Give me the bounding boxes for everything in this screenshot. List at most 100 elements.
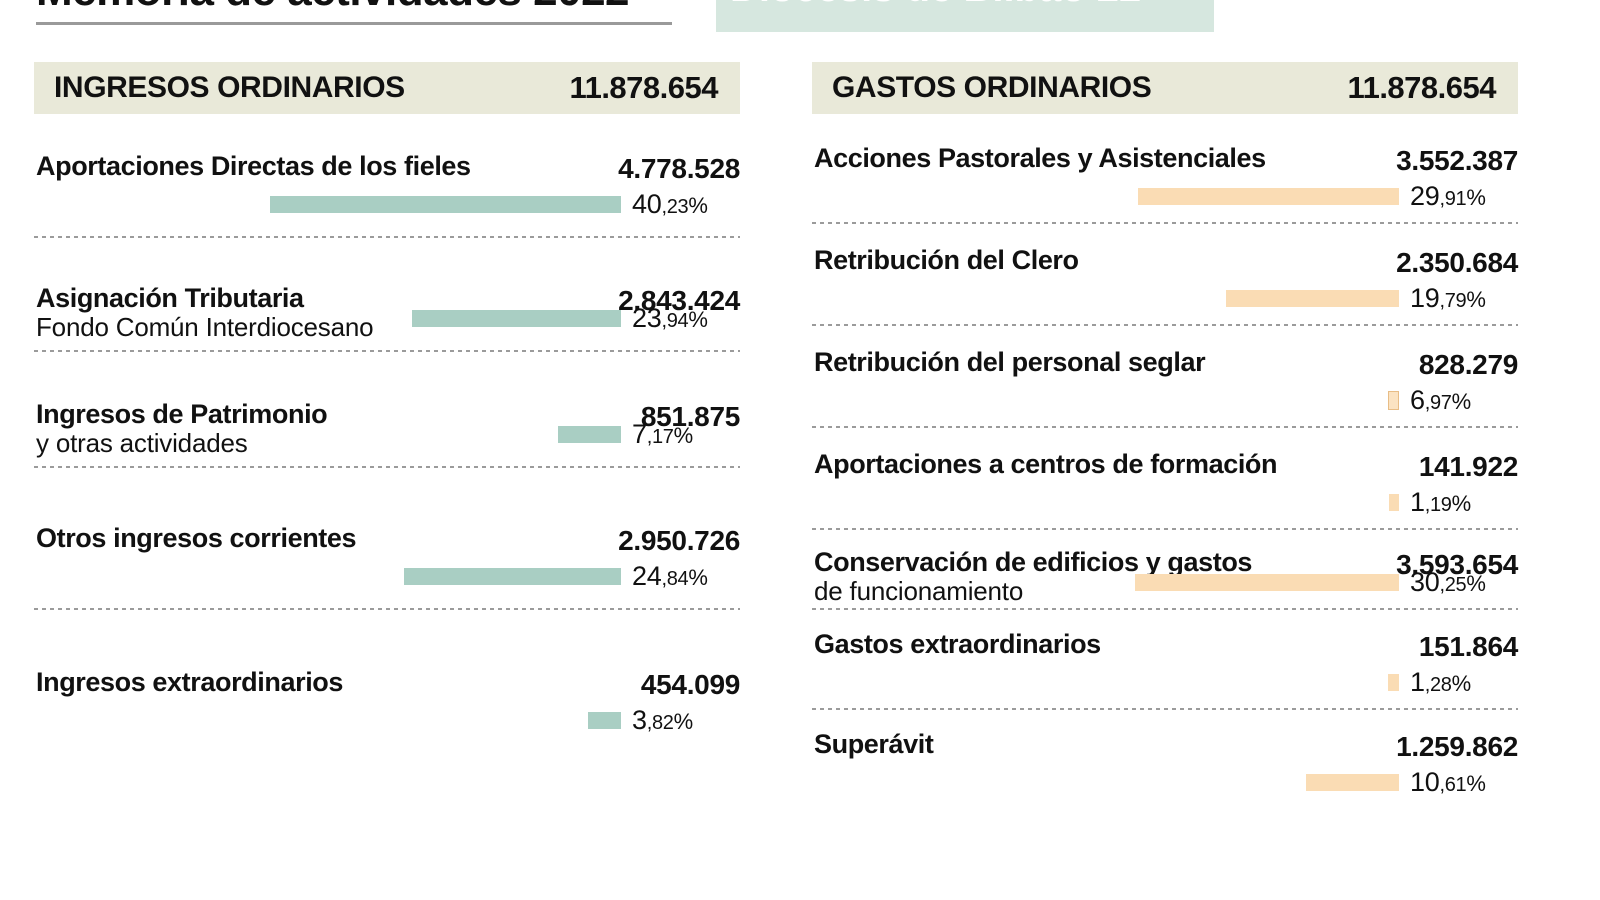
row-percentage: 23,94% xyxy=(632,303,708,334)
row-amount: 141.922 xyxy=(1418,451,1518,482)
row-header: Gastos extraordinarios 151.864 xyxy=(814,630,1518,663)
row-separator xyxy=(812,608,1518,611)
table-row: Conservación de edificios y gastos de fun… xyxy=(812,530,1518,608)
row-amount: 1.259.862 xyxy=(1396,731,1518,763)
row-bar xyxy=(1389,494,1399,511)
row-percentage: 19,79% xyxy=(1410,283,1486,313)
row-header: Aportaciones a centros de formación 141.9… xyxy=(814,449,1518,483)
row-separator xyxy=(34,608,740,611)
row-bar xyxy=(1388,674,1399,692)
row-percentage: 40,23% xyxy=(632,189,708,219)
row-label: Retribución del Clero xyxy=(814,245,1079,275)
row-header: Acciones Pastorales y Asistenciales 3.552… xyxy=(814,143,1518,177)
row-label: Superávit xyxy=(814,729,934,760)
row-header: Retribución del Clero 2.350.684 xyxy=(814,245,1518,279)
row-label: Gastos extraordinarios xyxy=(814,629,1101,660)
row-bar xyxy=(412,310,621,328)
row-bar-line: 3,82% xyxy=(36,705,740,736)
row-label: Otros ingresos corrientes xyxy=(36,523,357,554)
row-percentage: 30,25% xyxy=(1410,567,1486,598)
row-header: Conservación de edificios y gastos de fun… xyxy=(814,547,1518,607)
row-separator xyxy=(34,466,740,469)
row-bar-line: 23,94% xyxy=(36,303,740,334)
row-header: Aportaciones Directas de los fieles 4.778… xyxy=(36,151,740,185)
income-rows: Aportaciones Directas de los fieles 4.778… xyxy=(34,114,740,746)
income-header-title: INGRESOS ORDINARIOS xyxy=(54,71,405,104)
row-amount: 3.593.654 xyxy=(1396,549,1518,580)
expenses-header-title: GASTOS ORDINARIOS xyxy=(832,71,1152,104)
row-percentage: 3,82% xyxy=(632,705,693,736)
row-separator xyxy=(812,708,1518,711)
masthead: Memoria de actividades 2022 Diócesis de … xyxy=(0,0,1600,46)
row-separator xyxy=(812,324,1518,326)
row-header: Ingresos extraordinarios 454.099 xyxy=(36,668,740,701)
row-amount: 851.875 xyxy=(640,401,740,433)
table-row: Gastos extraordinarios 151.864 1,28% xyxy=(812,610,1518,708)
row-percentage: 6,97% xyxy=(1410,385,1471,415)
row-amount: 4.778.528 xyxy=(618,153,740,184)
row-label: Retribución del personal seglar xyxy=(814,347,1206,377)
row-bar-line: 1,19% xyxy=(814,487,1518,518)
row-percentage: 24,84% xyxy=(632,561,708,592)
income-header-band: INGRESOS ORDINARIOS 11.878.654 xyxy=(34,62,740,114)
row-bar xyxy=(404,568,621,586)
row-label: Asignación Tributaria Fondo Común Interdi… xyxy=(36,283,374,343)
row-bar-line: 7,17% xyxy=(36,419,740,450)
income-column: INGRESOS ORDINARIOS 11.878.654 Aportacio… xyxy=(34,62,740,746)
row-percentage: 1,19% xyxy=(1410,487,1471,517)
row-amount: 151.864 xyxy=(1418,631,1518,663)
row-separator xyxy=(812,222,1518,224)
row-separator xyxy=(812,528,1518,530)
table-row: Asignación Tributaria Fondo Común Interdi… xyxy=(34,238,740,350)
row-separator xyxy=(812,426,1518,428)
row-amount: 3.552.387 xyxy=(1396,145,1518,176)
row-separator xyxy=(34,236,740,238)
row-bar xyxy=(588,712,621,730)
row-percentage: 7,17% xyxy=(632,419,693,450)
row-separator xyxy=(34,350,740,353)
row-header: Ingresos de Patrimonio y otras actividade… xyxy=(36,399,740,459)
row-label: Conservación de edificios y gastos de fun… xyxy=(814,547,1253,607)
row-label: Acciones Pastorales y Asistenciales xyxy=(814,143,1266,173)
row-bar-line: 24,84% xyxy=(36,561,740,592)
row-bar-line: 30,25% xyxy=(814,567,1518,598)
row-bar xyxy=(1226,290,1399,307)
table-row: Otros ingresos corrientes 2.950.726 24,84% xyxy=(34,468,740,608)
table-row: Acciones Pastorales y Asistenciales 3.552… xyxy=(812,114,1518,222)
row-amount: 2.350.684 xyxy=(1396,247,1518,278)
row-amount: 454.099 xyxy=(640,669,740,701)
expenses-header-total: 11.878.654 xyxy=(1347,70,1497,105)
income-header-total: 11.878.654 xyxy=(569,70,719,105)
masthead-chip: Diócesis de Bilbao 22 xyxy=(716,0,1214,32)
expenses-rows: Acciones Pastorales y Asistenciales 3.552… xyxy=(812,114,1518,806)
expenses-header-band: GASTOS ORDINARIOS 11.878.654 xyxy=(812,62,1518,114)
row-header: Retribución del personal seglar 828.279 xyxy=(814,347,1518,381)
row-sublabel: Fondo Común Interdiocesano xyxy=(36,312,374,343)
row-header: Asignación Tributaria Fondo Común Interdi… xyxy=(36,283,740,343)
row-percentage: 10,61% xyxy=(1410,767,1486,798)
row-bar-line: 6,97% xyxy=(814,385,1518,416)
table-row: Ingresos extraordinarios 454.099 3,82% xyxy=(34,610,740,746)
masthead-chip-label: Diócesis de Bilbao 22 xyxy=(730,0,1141,11)
expenses-column: GASTOS ORDINARIOS 11.878.654 Acciones Pa… xyxy=(812,62,1518,806)
row-bar xyxy=(558,426,621,444)
row-label: Aportaciones a centros de formación xyxy=(814,449,1278,479)
masthead-title: Memoria de actividades 2022 xyxy=(36,0,630,16)
row-bar-line: 40,23% xyxy=(36,189,740,220)
row-label: Ingresos de Patrimonio y otras actividade… xyxy=(36,399,328,459)
row-amount: 2.950.726 xyxy=(618,525,740,557)
row-bar xyxy=(1138,188,1399,205)
row-label: Aportaciones Directas de los fieles xyxy=(36,151,471,181)
row-label: Ingresos extraordinarios xyxy=(36,667,344,698)
row-bar xyxy=(1306,774,1399,792)
row-amount: 2.843.424 xyxy=(618,285,740,316)
table-row: Aportaciones Directas de los fieles 4.778… xyxy=(34,114,740,236)
row-amount: 828.279 xyxy=(1418,349,1518,380)
masthead-rule xyxy=(36,22,672,25)
row-percentage: 1,28% xyxy=(1410,667,1471,698)
row-header: Otros ingresos corrientes 2.950.726 xyxy=(36,524,740,557)
table-row: Ingresos de Patrimonio y otras actividade… xyxy=(34,352,740,466)
row-bar xyxy=(1388,391,1399,410)
table-row: Superávit 1.259.862 10,61% xyxy=(812,710,1518,806)
